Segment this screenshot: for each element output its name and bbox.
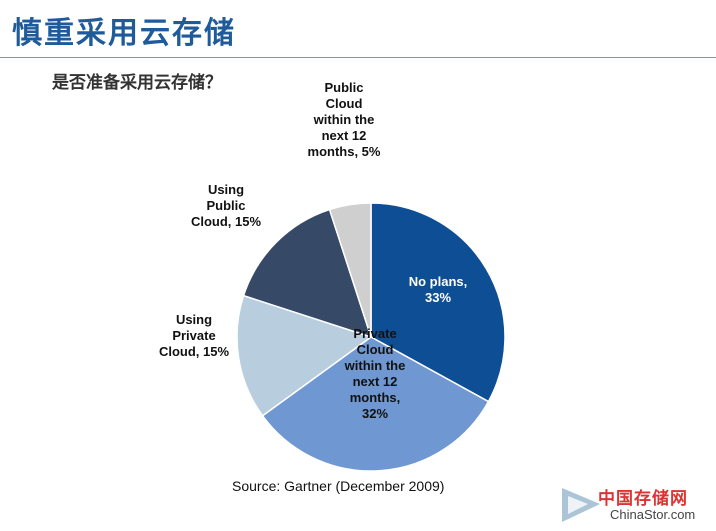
pie-slice-label-4: Public Cloud within the next 12 months, 5% — [308, 80, 381, 159]
pie-slice-label-line: Using — [176, 312, 212, 327]
pie-slice-label-line: months, — [350, 390, 401, 405]
chart-question: 是否准备采用云存储？ — [52, 73, 222, 93]
pie-slice-label-line: next 12 — [353, 374, 398, 389]
pie-slice-1 — [261, 336, 490, 472]
pie-slice-label-2: Using Private Cloud, 15% — [159, 312, 230, 359]
pie-slice-3 — [242, 208, 373, 339]
pie-slice-2 — [236, 294, 373, 417]
pie-slice-label-0: No plans, 33% — [409, 274, 468, 305]
pie-slice-label-line: within the — [344, 358, 406, 373]
pie-slice-label-line: Cloud, 15% — [191, 214, 262, 229]
pie-slice-label-line: 33% — [425, 290, 451, 305]
pie-slice-label-line: Public — [324, 80, 363, 95]
pie-slice-label-line: Cloud, 15% — [159, 344, 230, 359]
watermark-logo-icon — [562, 488, 600, 522]
title-divider — [0, 57, 716, 58]
pie-slice-label-line: Using — [208, 182, 244, 197]
pie-slice-label-line: Private — [172, 328, 215, 343]
chart-source: Source: Gartner (December 2009) — [232, 478, 445, 494]
pie-slice-label-line: Cloud — [357, 342, 394, 357]
pie-slice-label-line: months, 5% — [308, 144, 381, 159]
pie-slice-label-3: Using Public Cloud, 15% — [191, 182, 262, 229]
pie-slice-0 — [370, 202, 506, 403]
slide-title: 慎重采用云存储 — [12, 16, 236, 51]
pie-slice-label-line: 32% — [362, 406, 388, 421]
pie-slice-label-line: Private — [353, 326, 396, 341]
pie-slice-label-line: within the — [313, 112, 375, 127]
pie-slice-label-line: next 12 — [322, 128, 367, 143]
pie-slice-label-line: Cloud — [326, 96, 363, 111]
pie-slice-label-line: No plans, — [409, 274, 468, 289]
pie-slice-label-line: Public — [206, 198, 245, 213]
pie-slice-label-1: Private Cloud within the next 12 months, 32% — [344, 326, 406, 421]
watermark-en-text: ChinaStor.com — [608, 507, 698, 522]
watermark-cn-text: 中国存储网 — [598, 489, 688, 509]
pie-slice-4 — [328, 202, 372, 338]
